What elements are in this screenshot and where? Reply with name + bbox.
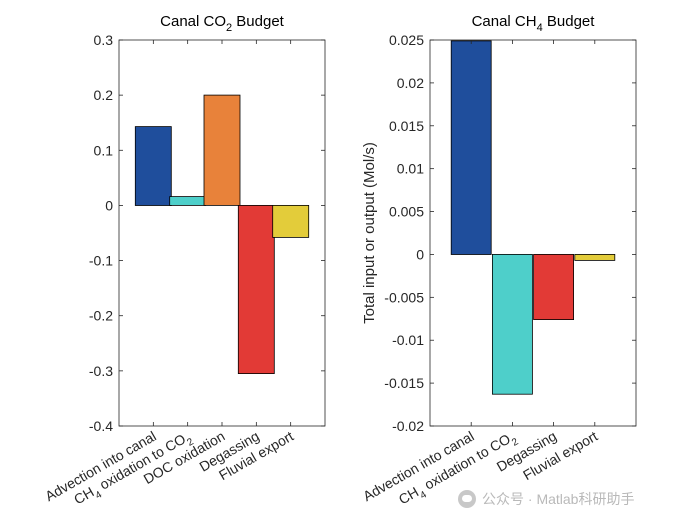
y-tick-label: -0.1	[89, 253, 113, 269]
y-tick-label: 0.3	[94, 32, 114, 48]
y-tick-label: 0	[416, 246, 424, 262]
chart-panel-2: 0.025 0.02 0.015 0.01 0.005 0 -0.005 -0.01 -0.01…	[360, 13, 637, 507]
y-tick-label: -0.2	[89, 308, 113, 324]
y-tick-label: 0.005	[389, 204, 424, 220]
y-tick-label: -0.005	[384, 289, 424, 305]
bar	[134, 126, 172, 206]
watermark: 公众号 · Matlab科研助手	[458, 487, 634, 511]
bar	[491, 253, 533, 395]
axes-box	[429, 39, 637, 427]
bar	[237, 204, 275, 374]
y-tick-label: 0	[105, 197, 113, 213]
bar	[272, 204, 310, 238]
y-tick-label: -0.01	[392, 332, 424, 348]
bar	[450, 40, 492, 255]
y-tick-label: -0.015	[384, 375, 424, 391]
y-tick-label: 0.02	[397, 75, 424, 91]
bar	[574, 253, 616, 261]
y-tick-label: 0.01	[397, 161, 424, 177]
wechat-icon	[458, 490, 476, 508]
y-tick-label: 0.015	[389, 118, 424, 134]
bar	[169, 196, 207, 206]
chart-title: Canal CH4 Budget	[472, 13, 596, 34]
y-tick-label: -0.3	[89, 363, 113, 379]
y-tick-label: 0.1	[94, 142, 114, 158]
bar	[533, 253, 574, 320]
y-tick-label: -0.4	[89, 418, 113, 434]
y-tick-label: 0.2	[94, 87, 114, 103]
bar	[203, 94, 241, 206]
y-axis-label: Total input or output (Mol/s)	[361, 142, 378, 324]
watermark-text: 公众号 · Matlab科研助手	[482, 491, 635, 507]
y-tick-label: -0.02	[392, 418, 424, 434]
y-tick-label: 0.025	[389, 32, 424, 48]
chart-title: Canal CO2 Budget	[160, 13, 285, 34]
